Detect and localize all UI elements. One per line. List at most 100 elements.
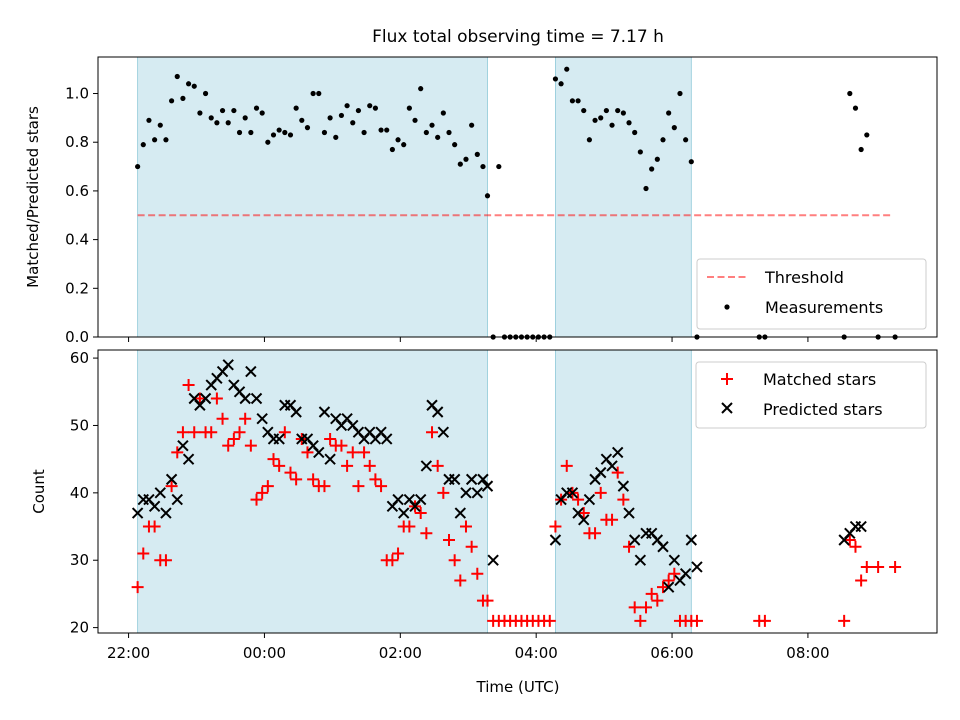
measurement-point	[185, 81, 192, 87]
measurement-point	[242, 115, 248, 121]
matched-point	[182, 379, 195, 392]
predicted-point	[477, 473, 489, 486]
predicted-point	[578, 514, 590, 526]
matched-point	[849, 540, 862, 553]
predicted-point	[628, 534, 641, 546]
top-y-axis-label: Matched/Predicted stars	[24, 106, 42, 288]
predicted-point	[595, 466, 607, 479]
matched-point	[448, 554, 461, 567]
predicted-point	[148, 500, 161, 513]
legend-predicted-swatch	[721, 402, 733, 414]
measurement-point	[649, 166, 655, 172]
measurement-point	[140, 142, 146, 148]
measurement-point	[152, 137, 158, 143]
matched-point	[318, 480, 331, 493]
predicted-point	[182, 453, 195, 465]
y-tick-label: 60	[70, 349, 89, 367]
measurement-point	[236, 129, 243, 136]
measurement-point	[276, 127, 282, 133]
predicted-point	[154, 487, 166, 499]
matched-point	[481, 594, 494, 607]
measurement-point	[671, 125, 677, 131]
measurement-point	[282, 129, 288, 136]
measurement-point	[174, 73, 180, 80]
measurement-point	[248, 129, 254, 136]
top-legend-box	[696, 258, 927, 330]
bottom-legend-box	[695, 361, 927, 429]
matched-point	[386, 554, 399, 567]
matched-point	[471, 567, 484, 580]
x-tick-label: 06:00	[650, 644, 693, 662]
matched-point	[572, 493, 585, 506]
matched-point	[549, 520, 562, 533]
legend-matched-swatch	[721, 373, 733, 385]
predicted-point	[250, 392, 263, 405]
measurement-point	[626, 120, 632, 126]
y-tick-label: 20	[70, 619, 89, 637]
bottom-axes-frame	[97, 349, 938, 634]
measurement-point	[603, 107, 609, 114]
measurement-point	[372, 105, 379, 111]
matched-point	[662, 574, 675, 587]
predicted-point	[414, 493, 427, 506]
measurement-point	[463, 156, 469, 162]
measurement-point	[864, 132, 870, 138]
legend-matched-label: Matched stars	[763, 370, 876, 389]
matched-point	[589, 527, 602, 540]
measurement-point	[558, 81, 564, 87]
measurement-point	[231, 107, 237, 114]
predicted-point	[431, 406, 444, 418]
bottom-panel: 20 30 40 50 60 22:00 00:00 02:00 04:00 06:00 08:0…	[30, 349, 938, 696]
matched-point	[171, 446, 184, 459]
predicted-point	[273, 433, 285, 445]
predicted-point	[165, 473, 178, 486]
matched-point	[640, 601, 653, 614]
measurement-point	[270, 132, 277, 138]
matched-point	[465, 540, 478, 553]
matched-point	[860, 560, 873, 573]
matched-point	[176, 426, 189, 439]
measurement-point	[197, 110, 203, 116]
top-shaded-intervals	[137, 56, 692, 338]
matched-point	[222, 439, 235, 452]
bottom-y-axis-label: Count	[30, 469, 48, 514]
measurement-point	[688, 159, 694, 165]
matched-point	[543, 614, 556, 627]
top-x-ticks	[128, 337, 809, 342]
measurement-point	[423, 129, 429, 136]
measurement-point	[367, 103, 373, 109]
matched-point	[560, 459, 573, 472]
predicted-point	[634, 554, 647, 566]
matched-point	[369, 473, 382, 486]
y-tick-label: 0.8	[65, 133, 89, 151]
measurement-point	[643, 185, 649, 192]
matched-point	[352, 480, 365, 493]
predicted-point	[448, 473, 461, 486]
matched-point	[227, 432, 240, 445]
measurement-point	[632, 129, 638, 136]
matched-point	[290, 473, 303, 486]
predicted-point	[454, 507, 467, 519]
predicted-point	[160, 507, 172, 519]
matched-point	[611, 466, 624, 479]
measurement-point	[847, 90, 853, 97]
predicted-point	[606, 460, 618, 472]
measurement-point	[389, 146, 395, 153]
measurement-point	[666, 110, 672, 116]
measurement-point	[321, 129, 328, 136]
top-y-ticks: 0.0 0.2 0.4 0.6 0.8 1.0	[65, 85, 98, 346]
predicted-point	[460, 487, 472, 499]
y-tick-label: 1.0	[65, 85, 89, 103]
matched-point	[843, 534, 856, 547]
measurement-point	[429, 122, 435, 128]
predicted-point	[256, 413, 268, 425]
measurement-point	[310, 90, 316, 97]
measurement-point	[496, 163, 502, 170]
matched-point	[855, 574, 868, 587]
measurement-point	[683, 137, 689, 143]
measurement-point	[469, 122, 475, 128]
matched-point	[656, 581, 669, 594]
matched-point	[301, 446, 314, 459]
measurement-point	[592, 117, 598, 123]
